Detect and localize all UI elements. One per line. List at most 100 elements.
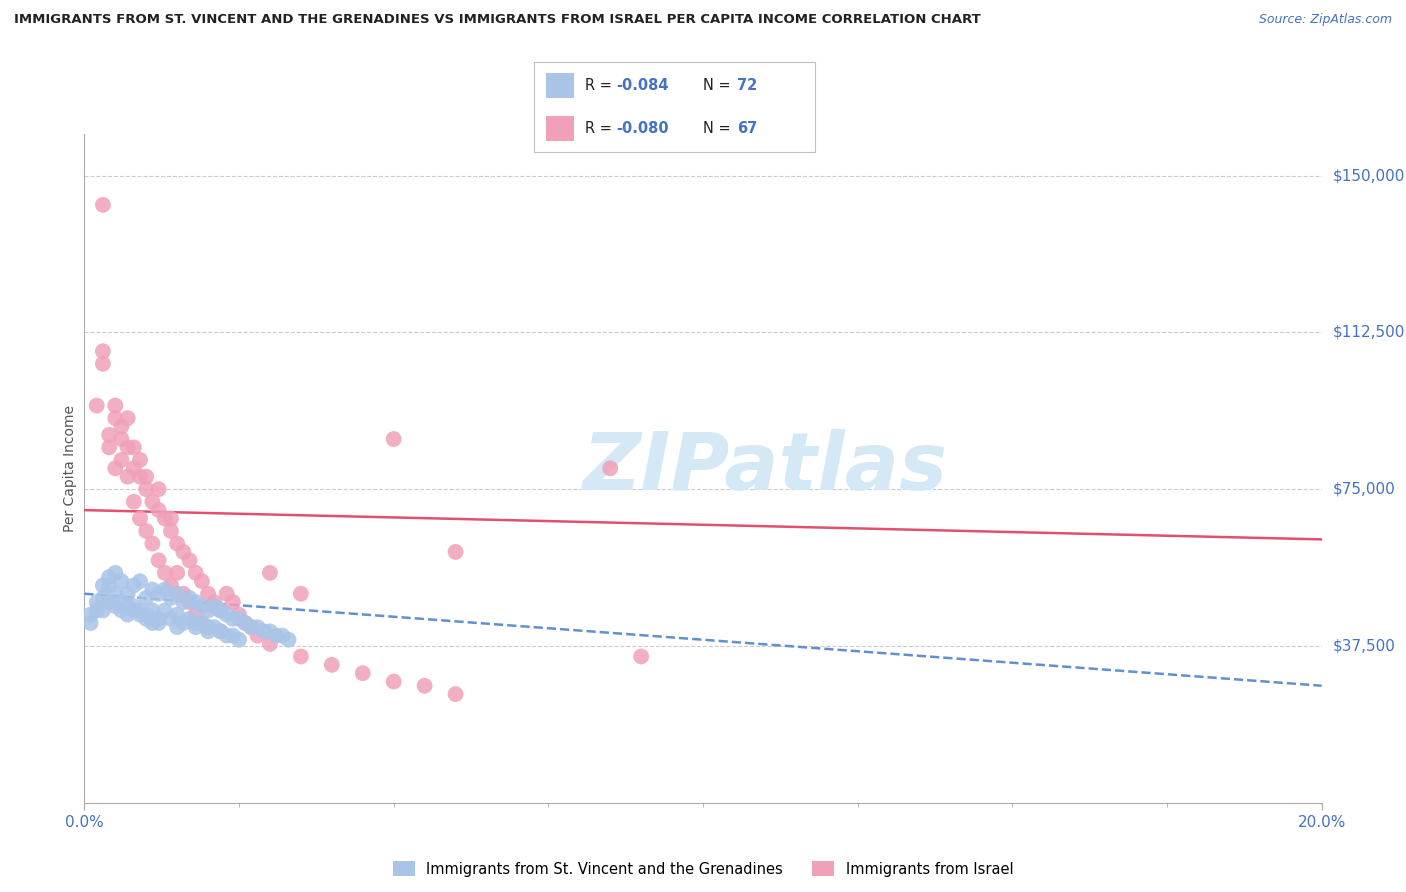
Point — [160, 511, 183, 525]
Point — [209, 624, 232, 639]
Point — [148, 615, 170, 630]
Point — [104, 599, 127, 614]
Text: $112,500: $112,500 — [1333, 325, 1405, 340]
Point — [202, 599, 225, 614]
Point — [110, 574, 132, 589]
Point — [184, 615, 207, 630]
Point — [153, 603, 176, 617]
Text: -0.084: -0.084 — [616, 78, 668, 93]
Point — [91, 591, 114, 605]
Point — [259, 637, 281, 651]
Point — [209, 603, 232, 617]
Point — [135, 469, 157, 483]
Point — [153, 582, 176, 597]
Point — [122, 578, 145, 592]
Point — [166, 536, 188, 550]
Point — [117, 469, 139, 483]
Text: ZIPatlas: ZIPatlas — [582, 429, 948, 508]
Text: $75,000: $75,000 — [1333, 482, 1396, 497]
Point — [413, 679, 436, 693]
Point — [135, 482, 157, 496]
Point — [228, 632, 250, 647]
Point — [444, 687, 467, 701]
Point — [197, 624, 219, 639]
Point — [166, 587, 188, 601]
Point — [202, 595, 225, 609]
Point — [382, 432, 405, 446]
Point — [98, 428, 121, 442]
Point — [160, 578, 183, 592]
Point — [222, 628, 245, 642]
Point — [246, 628, 269, 642]
Point — [117, 587, 139, 601]
Point — [259, 566, 281, 580]
Point — [129, 453, 152, 467]
Point — [135, 524, 157, 538]
Point — [122, 599, 145, 614]
Point — [352, 666, 374, 681]
Point — [148, 553, 170, 567]
Point — [98, 441, 121, 455]
Point — [117, 607, 139, 622]
Point — [191, 574, 214, 589]
Point — [599, 461, 621, 475]
Point — [184, 607, 207, 622]
Point — [290, 587, 312, 601]
Point — [253, 624, 276, 639]
Point — [160, 524, 183, 538]
Point — [197, 603, 219, 617]
Point — [321, 657, 343, 672]
Point — [172, 615, 194, 630]
Text: R =: R = — [585, 78, 616, 93]
Point — [98, 595, 121, 609]
Point — [91, 344, 114, 359]
Point — [184, 566, 207, 580]
Point — [240, 620, 263, 634]
Point — [117, 441, 139, 455]
Point — [166, 607, 188, 622]
Point — [191, 599, 214, 614]
Point — [98, 570, 121, 584]
Point — [104, 461, 127, 475]
Point — [277, 632, 299, 647]
Point — [148, 587, 170, 601]
Point — [172, 595, 194, 609]
Text: N =: N = — [703, 78, 735, 93]
Point — [209, 624, 232, 639]
Point — [179, 595, 201, 609]
Point — [110, 453, 132, 467]
Point — [382, 674, 405, 689]
Point — [197, 620, 219, 634]
Point — [110, 595, 132, 609]
Point — [166, 620, 188, 634]
Point — [264, 628, 287, 642]
Point — [129, 603, 152, 617]
Point — [215, 628, 238, 642]
Legend: Immigrants from St. Vincent and the Grenadines, Immigrants from Israel: Immigrants from St. Vincent and the Gren… — [387, 855, 1019, 882]
Point — [215, 587, 238, 601]
Point — [179, 612, 201, 626]
Point — [122, 441, 145, 455]
Point — [104, 587, 127, 601]
Point — [153, 566, 176, 580]
Point — [209, 603, 232, 617]
Point — [129, 607, 152, 622]
Point — [135, 591, 157, 605]
Text: 67: 67 — [737, 121, 756, 136]
Point — [271, 628, 294, 642]
Point — [104, 566, 127, 580]
Point — [122, 494, 145, 508]
Point — [172, 545, 194, 559]
Point — [222, 595, 245, 609]
Point — [233, 615, 256, 630]
Point — [110, 419, 132, 434]
Point — [148, 503, 170, 517]
Point — [141, 615, 163, 630]
Point — [122, 603, 145, 617]
Point — [166, 566, 188, 580]
Point — [444, 545, 467, 559]
Point — [148, 612, 170, 626]
Text: IMMIGRANTS FROM ST. VINCENT AND THE GRENADINES VS IMMIGRANTS FROM ISRAEL PER CAP: IMMIGRANTS FROM ST. VINCENT AND THE GREN… — [14, 13, 981, 27]
Point — [630, 649, 652, 664]
Point — [135, 612, 157, 626]
